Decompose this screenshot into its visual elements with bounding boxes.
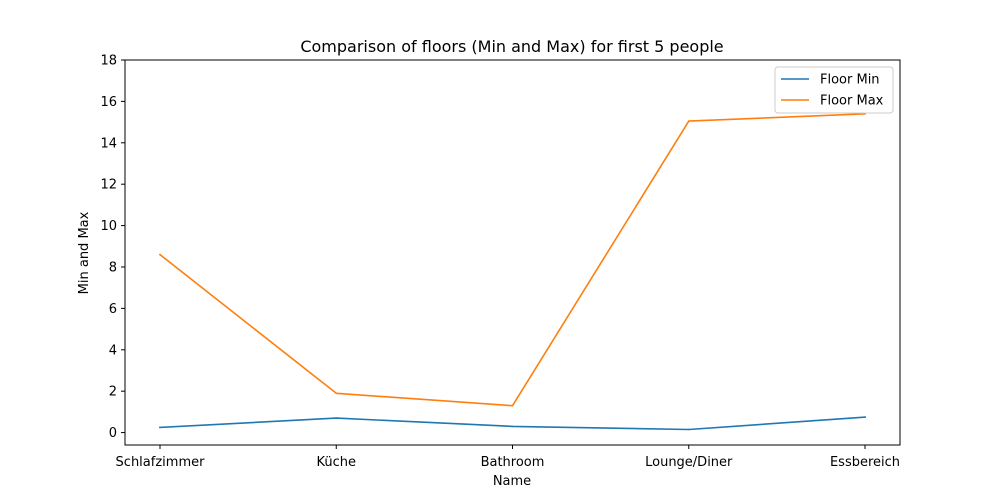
- x-tick-label: Lounge/Diner: [645, 455, 733, 470]
- legend-label: Floor Min: [820, 73, 880, 88]
- x-axis: Schlafzimmer Küche Bathroom Lounge/Diner Ess…: [116, 445, 900, 470]
- y-tick-label: 16: [100, 95, 117, 110]
- data-point: [159, 426, 161, 429]
- y-tick-label: 0: [109, 426, 117, 441]
- legend: Floor Min Floor Max: [774, 66, 894, 114]
- chart-title: Comparison of floors (Min and Max) for f…: [300, 37, 723, 56]
- x-axis-label: Name: [493, 474, 531, 489]
- x-tick-label: Schlafzimmer: [116, 455, 206, 470]
- x-tick-label: Küche: [316, 455, 356, 470]
- series-layer: [158, 112, 866, 431]
- data-point: [511, 404, 514, 407]
- legend-label: Floor Max: [820, 94, 884, 109]
- data-point: [511, 425, 514, 428]
- data-point: [335, 417, 338, 419]
- data-point: [687, 120, 690, 122]
- y-tick-label: 2: [109, 385, 117, 400]
- plot-frame: [124, 59, 901, 446]
- y-tick-label: 10: [100, 219, 117, 234]
- y-axis: 0 2 4 6 8 10 12 14 16 18: [100, 54, 125, 441]
- x-tick-label: Essbereich: [830, 455, 900, 470]
- y-tick-label: 18: [100, 54, 117, 69]
- data-point: [159, 253, 161, 256]
- y-tick-label: 8: [109, 260, 117, 275]
- y-tick-label: 12: [100, 178, 117, 193]
- plot-area: [125, 60, 900, 445]
- y-tick-label: 14: [100, 136, 117, 151]
- x-tick-label: Bathroom: [481, 455, 545, 470]
- y-tick-label: 4: [109, 343, 117, 358]
- y-tick-label: 6: [109, 302, 117, 317]
- data-point: [687, 428, 690, 431]
- data-point: [864, 416, 866, 418]
- data-point: [335, 392, 338, 395]
- y-axis-label: Min and Max: [77, 211, 92, 294]
